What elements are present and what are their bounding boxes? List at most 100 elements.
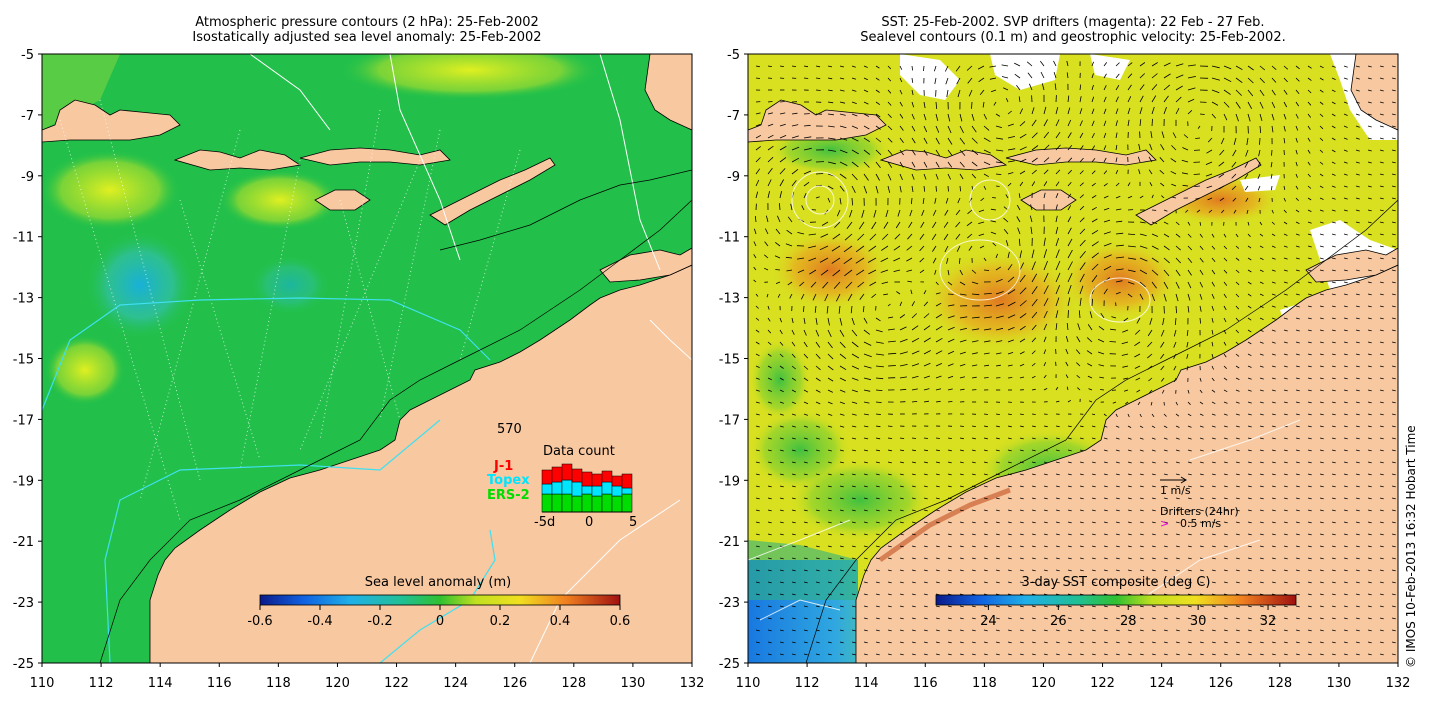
- velocity-vector: [875, 629, 880, 632]
- velocity-vector: [1055, 653, 1060, 656]
- velocity-vector: [1067, 157, 1073, 163]
- velocity-vector: [1007, 314, 1016, 319]
- velocity-vector: [863, 593, 868, 596]
- velocity-vector: [875, 533, 880, 536]
- velocity-vector: [1259, 233, 1264, 237]
- velocity-vector: [827, 317, 830, 326]
- velocity-vector: [827, 449, 832, 452]
- velocity-vector: [1319, 329, 1324, 332]
- velocity-vector: [755, 617, 760, 620]
- velocity-vector: [1139, 233, 1147, 237]
- sla-colorbar: Sea level anomaly (m) -0.6 -0.4 -0.2 0 0.2 0.…: [247, 575, 630, 629]
- velocity-vector: [819, 245, 829, 251]
- velocity-vector: [767, 134, 774, 139]
- velocity-vector: [1175, 245, 1181, 251]
- data-count-bar-topex: [551, 481, 563, 495]
- velocity-vector: [815, 377, 821, 382]
- velocity-vector: [863, 125, 870, 130]
- velocity-vector: [755, 653, 760, 656]
- velocity-vector: [1007, 437, 1012, 440]
- velocity-vector: [947, 363, 954, 367]
- velocity-vector: [1235, 77, 1243, 84]
- sla-map: [42, 54, 692, 663]
- velocity-vector: [899, 125, 904, 131]
- velocity-vector: [971, 161, 978, 167]
- velocity-vector: [803, 136, 812, 139]
- velocity-vector: [887, 653, 892, 656]
- velocity-vector: [1283, 497, 1288, 500]
- velocity-vector: [1259, 569, 1264, 572]
- velocity-vector: [1187, 617, 1192, 620]
- velocity-vector: [1103, 461, 1108, 464]
- velocity-vector: [971, 425, 976, 427]
- velocity-vector: [911, 337, 920, 343]
- right-map-x-tick-label: 112: [795, 676, 820, 691]
- velocity-vector: [1031, 273, 1038, 283]
- velocity-vector: [1127, 533, 1132, 536]
- velocity-vector: [1055, 323, 1058, 331]
- velocity-vector: [1187, 257, 1193, 263]
- velocity-vector: [1247, 269, 1252, 273]
- right-map-y-tick-label: -21: [719, 535, 740, 550]
- velocity-vector: [1148, 156, 1153, 163]
- velocity-vector: [1258, 197, 1261, 203]
- velocity-vector: [1343, 113, 1348, 116]
- velocity-vector: [1043, 437, 1048, 440]
- velocity-vector: [959, 497, 964, 500]
- velocity-vector: [1259, 653, 1264, 656]
- velocity-vector: [911, 485, 916, 488]
- data-count-bar-ers: [601, 493, 613, 513]
- velocity-vector: [1331, 413, 1336, 416]
- velocity-vector: [791, 413, 796, 416]
- velocity-vector: [1343, 569, 1348, 572]
- velocity-vector: [1187, 497, 1192, 500]
- sst-colorbar-gradient: [935, 594, 1297, 606]
- velocity-vector: [1355, 497, 1360, 500]
- velocity-vector: [1091, 298, 1093, 307]
- velocity-vector: [791, 545, 796, 548]
- velocity-vector: [1271, 365, 1276, 368]
- velocity-vector: [1055, 260, 1061, 271]
- velocity-vector: [1199, 629, 1204, 632]
- velocity-vector: [1307, 113, 1312, 118]
- velocity-vector: [1123, 377, 1129, 380]
- velocity-vector: [1134, 329, 1141, 335]
- velocity-vector: [899, 497, 904, 500]
- velocity-vector: [1391, 209, 1396, 212]
- velocity-vector: [863, 173, 869, 181]
- velocity-vector: [1211, 389, 1216, 393]
- velocity-vector: [932, 245, 937, 252]
- velocity-vector: [923, 569, 928, 572]
- velocity-vector: [1187, 425, 1192, 428]
- velocity-vector: [1067, 297, 1071, 307]
- velocity-vector: [779, 461, 784, 464]
- velocity-vector: [1283, 221, 1288, 225]
- velocity-vector: [779, 653, 784, 656]
- velocity-vector: [1295, 569, 1300, 572]
- velocity-vector: [1127, 107, 1131, 115]
- velocity-vector: [755, 485, 760, 488]
- velocity-vector: [983, 173, 989, 178]
- right-map-y-tick-label: -15: [719, 353, 740, 368]
- velocity-vector: [1319, 581, 1324, 584]
- velocity-vector: [791, 569, 796, 572]
- velocity-vector: [1391, 521, 1396, 524]
- velocity-vector: [911, 401, 918, 403]
- velocity-vector: [1331, 89, 1336, 93]
- velocity-vector: [1295, 149, 1298, 155]
- velocity-vector: [947, 304, 955, 307]
- velocity-vector: [1319, 605, 1324, 608]
- velocity-vector: [911, 375, 919, 379]
- velocity-vector: [1151, 569, 1156, 572]
- velocity-vector: [1055, 485, 1060, 488]
- velocity-vector: [959, 149, 966, 156]
- velocity-vector: [1111, 316, 1117, 319]
- velocity-vector: [1307, 545, 1312, 548]
- velocity-vector: [1175, 497, 1180, 500]
- velocity-vector: [1367, 329, 1372, 332]
- velocity-vector: [1247, 293, 1252, 297]
- velocity-vector: [1367, 245, 1372, 248]
- velocity-vector: [1079, 497, 1084, 500]
- velocity-vector: [1139, 641, 1144, 644]
- velocity-vector: [1086, 337, 1093, 343]
